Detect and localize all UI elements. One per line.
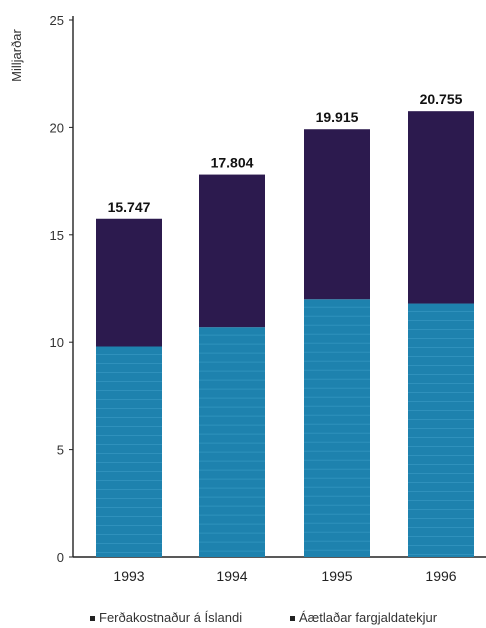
legend-label-travel-cost: Ferðakostnaður á Íslandi: [99, 610, 243, 625]
y-tick-label: 0: [57, 550, 64, 565]
legend-swatch-fare-revenue: [290, 616, 295, 622]
bar-segment-fare-revenue: [304, 129, 370, 300]
y-tick-label: 20: [50, 120, 64, 135]
labels: 15.747 1993 17.804 1994 19.915 1995 20.755 1996: [108, 91, 463, 584]
legend: Ferðakostnaður á Íslandi Áætlaðar fargja…: [0, 610, 486, 628]
x-tick-label: 1996: [425, 568, 456, 584]
bar-segment-fare-revenue: [96, 218, 162, 347]
bar-segment-travel-cost: [408, 303, 474, 557]
legend-swatch-travel-cost: [90, 616, 95, 622]
bar-segment-fare-revenue: [408, 111, 474, 304]
bar-total-label: 17.804: [211, 155, 254, 171]
legend-label-fare-revenue: Áætlaðar fargjaldatekjur: [299, 610, 438, 625]
bar-segment-travel-cost: [304, 299, 370, 557]
bars: [96, 111, 474, 557]
bar-segment-travel-cost: [199, 327, 265, 557]
y-tick-label: 10: [50, 335, 64, 350]
bar-segment-fare-revenue: [199, 174, 265, 328]
bar-total-label: 19.915: [316, 109, 359, 125]
y-axis-title-text: Milljarðar: [8, 28, 24, 82]
bar-total-label: 20.755: [420, 91, 463, 107]
y-tick-label: 25: [50, 13, 64, 28]
legend-item-travel-cost: Ferðakostnaður á Íslandi: [90, 610, 242, 625]
x-tick-label: 1995: [321, 568, 352, 584]
y-tick-label: 5: [57, 443, 64, 458]
legend-item-fare-revenue: Áætlaðar fargjaldatekjur: [290, 610, 437, 625]
x-tick-label: 1994: [216, 568, 247, 584]
bar-total-label: 15.747: [108, 199, 151, 215]
y-tick-label: 15: [50, 228, 64, 243]
y-axis-title: Milljarðar: [2, 10, 30, 100]
x-tick-label: 1993: [113, 568, 144, 584]
